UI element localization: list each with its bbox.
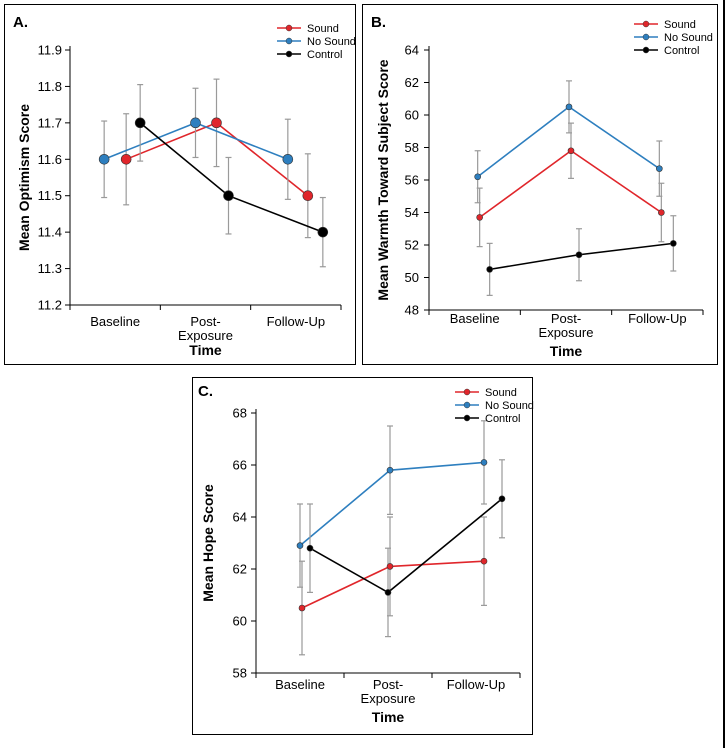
x-tick-label: Baseline	[450, 311, 500, 326]
legend-marker-sound	[463, 388, 471, 396]
data-point-control	[134, 117, 146, 129]
data-point-no-sound	[480, 459, 488, 466]
data-point-no-sound	[565, 103, 573, 111]
data-point-sound	[302, 190, 314, 202]
x-tick-label: Follow-Up	[447, 677, 506, 692]
legend-marker-no-sound	[285, 37, 293, 45]
data-point-no-sound	[282, 153, 294, 165]
x-tick-label: Exposure	[361, 691, 416, 706]
legend-marker-no-sound	[463, 401, 471, 409]
y-tick-label: 11.2	[38, 298, 62, 313]
data-point-sound	[567, 147, 575, 155]
y-tick-label: 66	[233, 458, 247, 473]
panel-label: B.	[371, 14, 386, 31]
series-line-no-sound	[299, 461, 485, 547]
y-tick-label: 50	[405, 270, 419, 285]
legend-marker-control	[642, 46, 650, 54]
chart-optimism: A. 11.2 11.3 11.4 11.5 11.6 11.7 11.8 11.9 Baseli…	[13, 14, 356, 358]
chart-panel-hope: C. 58 60 62 64 66 68 Baseline Post- Exposure Follo…	[192, 377, 534, 735]
y-tick-label: 11.3	[38, 261, 62, 276]
y-tick-label: 58	[405, 140, 419, 155]
y-tick-label: 62	[405, 75, 419, 90]
legend-marker-no-sound	[642, 33, 650, 41]
panel-label: A.	[13, 14, 28, 31]
x-axis-title: Time	[550, 343, 583, 359]
x-tick-label: Baseline	[275, 677, 325, 692]
x-tick-label: Follow-Up	[267, 314, 326, 329]
legend-label-no-sound: No Sound	[307, 36, 356, 48]
data-point-sound	[386, 563, 394, 570]
legend-label-no-sound: No Sound	[664, 32, 713, 44]
page-right-rule	[723, 0, 725, 748]
legend-label-sound: Sound	[307, 23, 339, 35]
y-tick-label: 11.4	[38, 225, 62, 240]
data-point-sound	[476, 214, 483, 221]
data-point-no-sound	[190, 117, 201, 129]
x-tick-label: Post-	[373, 677, 403, 692]
legend-marker-control	[463, 414, 471, 422]
data-point-sound	[120, 153, 132, 165]
x-tick-label: Exposure	[178, 328, 233, 343]
legend-label-control: Control	[307, 49, 342, 61]
series-line-sound	[301, 560, 485, 609]
y-axis-title: Mean Warmth Toward Subject Score	[375, 59, 391, 300]
panel-label: C.	[198, 383, 213, 400]
data-point-no-sound	[656, 165, 663, 172]
chart-panel-warmth: B. 48 50 52 54 56 58 60 62 64 Baseline Post- Exposur…	[362, 4, 718, 365]
legend-marker-control	[285, 50, 293, 58]
data-point-control	[670, 240, 677, 247]
legend-label-control: Control	[664, 45, 699, 57]
legend-label-no-sound: No Sound	[485, 400, 534, 412]
data-point-control	[486, 266, 493, 273]
data-point-sound	[480, 557, 488, 565]
y-tick-label: 52	[405, 238, 419, 253]
y-axis-title: Mean Optimism Score	[16, 104, 32, 251]
x-axis-title: Time	[189, 342, 222, 358]
x-tick-label: Exposure	[539, 325, 594, 340]
y-tick-label: 11.6	[38, 152, 62, 167]
x-tick-label: Post-	[551, 311, 581, 326]
legend-label-sound: Sound	[485, 387, 517, 399]
data-point-sound	[298, 604, 306, 612]
legend-label-sound: Sound	[664, 19, 696, 31]
series-line-control	[139, 122, 324, 233]
chart-panel-optimism: A. 11.2 11.3 11.4 11.5 11.6 11.7 11.8 11.9 Baseli…	[4, 4, 356, 365]
data-point-no-sound	[98, 153, 110, 165]
data-point-no-sound	[386, 466, 394, 474]
data-point-control	[306, 544, 314, 552]
data-point-no-sound	[474, 173, 481, 181]
y-tick-label: 54	[405, 205, 419, 220]
y-tick-label: 11.9	[38, 43, 62, 58]
y-tick-label: 68	[233, 406, 247, 421]
x-axis-title: Time	[372, 709, 405, 725]
y-tick-label: 11.8	[38, 79, 62, 94]
x-tick-label: Post-	[190, 314, 220, 329]
data-point-sound	[211, 117, 222, 129]
y-tick-label: 60	[233, 614, 247, 629]
y-tick-label: 58	[233, 666, 247, 681]
data-point-control	[384, 589, 392, 596]
y-tick-label: 56	[405, 173, 419, 188]
data-point-control	[575, 251, 583, 259]
y-tick-label: 64	[405, 43, 419, 58]
x-tick-label: Follow-Up	[628, 311, 687, 326]
chart-warmth: B. 48 50 52 54 56 58 60 62 64 Baseline Post-Exposur…	[371, 14, 713, 359]
y-tick-label: 62	[233, 562, 247, 577]
data-point-control	[317, 226, 329, 238]
y-tick-label: 11.7	[38, 115, 62, 130]
y-tick-label: 60	[405, 108, 419, 123]
chart-hope: C. 58 60 62 64 66 68 Baseline Post-Exposure Follo…	[198, 383, 534, 725]
y-tick-label: 48	[405, 303, 419, 318]
legend-marker-sound	[642, 20, 650, 28]
data-point-no-sound	[296, 542, 304, 549]
y-tick-label: 11.5	[38, 188, 62, 203]
data-point-control	[223, 190, 234, 202]
legend-marker-sound	[285, 24, 293, 32]
x-tick-label: Baseline	[90, 314, 140, 329]
data-point-sound	[658, 209, 665, 216]
data-point-control	[498, 495, 506, 503]
y-tick-label: 64	[233, 510, 247, 525]
y-axis-title: Mean Hope Score	[200, 484, 216, 602]
legend-label-control: Control	[485, 413, 520, 425]
